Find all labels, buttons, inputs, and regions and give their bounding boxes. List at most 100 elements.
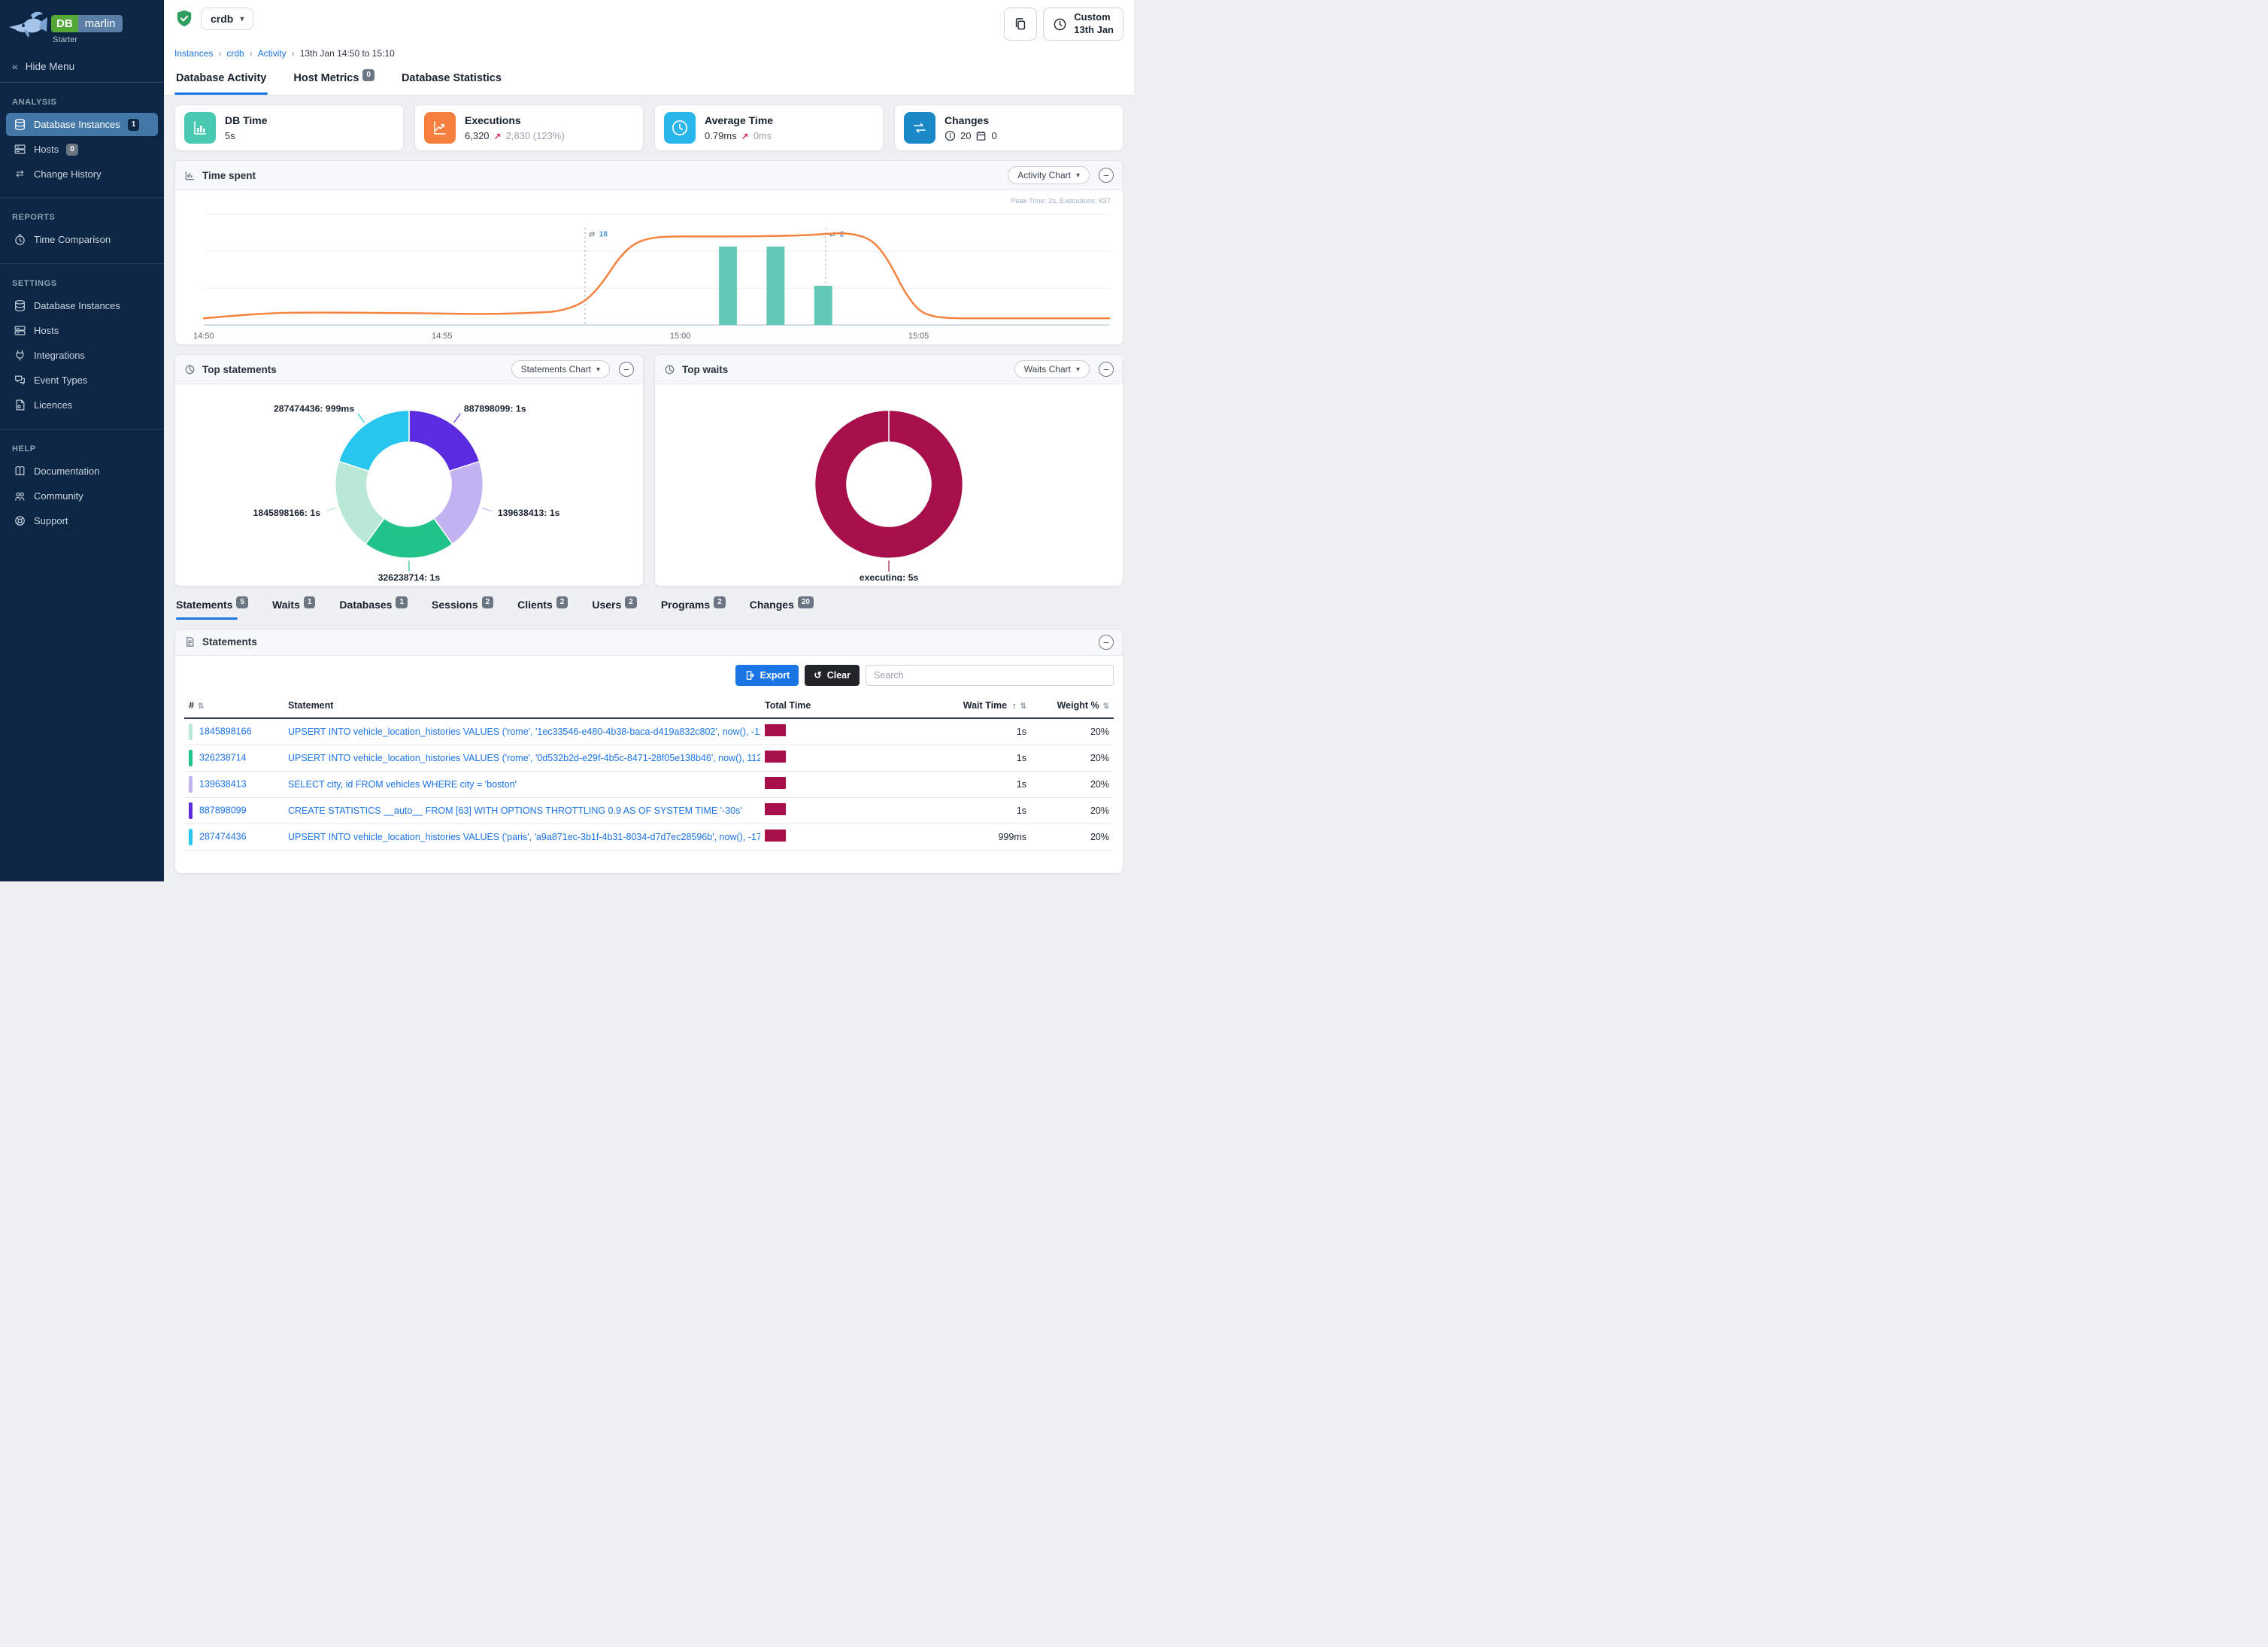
breadcrumb-current: 13th Jan 14:50 to 15:10 [299, 48, 395, 59]
top-statements-donut[interactable]: 887898099: 1s 139638413: 1s 326238714: 1s 1… [180, 387, 638, 581]
copy-link-button[interactable] [1004, 8, 1038, 41]
statements-table-body: 1845898166 UPSERT INTO vehicle_location_h… [184, 717, 1114, 851]
statement-color-chip [189, 775, 193, 793]
weight-value: 20% [1031, 824, 1114, 851]
collapse-sidebar-icon: « [12, 60, 18, 72]
column-header-total-time[interactable]: Total Time [760, 693, 873, 719]
average-time-value: 0.79ms [705, 130, 737, 141]
collapse-top-statements-button[interactable]: − [619, 362, 634, 378]
statement-link[interactable]: SELECT city, id FROM vehicles WHERE city… [288, 778, 517, 790]
collapse-time-spent-button[interactable]: − [1099, 168, 1114, 183]
detail-tab-statements[interactable]: Statements 5 [176, 596, 249, 620]
sort-asc-icon: ↑ [1012, 701, 1017, 711]
chevron-down-icon: ▾ [1075, 365, 1080, 374]
statement-color-chip [189, 749, 193, 766]
donut-label: 287474436: 999ms [274, 403, 354, 414]
card-db-time: DB Time 5s [174, 105, 404, 151]
detail-tab-waits[interactable]: Waits 1 [272, 596, 316, 620]
statement-id-link[interactable]: 139638413 [199, 778, 247, 790]
marlin-fish-icon [8, 9, 48, 44]
app-logo: DB marlin Starter [0, 0, 164, 50]
donut-label: executing: 5s [860, 572, 919, 581]
sidebar-item-support[interactable]: Support [6, 509, 158, 532]
statement-link[interactable]: UPSERT INTO vehicle_location_histories V… [288, 831, 760, 842]
count-badge: 0 [66, 143, 78, 156]
statement-link[interactable]: UPSERT INTO vehicle_location_histories V… [288, 726, 760, 737]
sidebar-section-help: HELP Documentation Community Support [0, 429, 164, 534]
svg-text:15:00: 15:00 [670, 332, 690, 341]
collapse-top-waits-button[interactable]: − [1099, 362, 1114, 378]
waits-chart-dropdown[interactable]: Waits Chart ▾ [1014, 360, 1090, 379]
detail-tab-databases[interactable]: Databases 1 [339, 596, 408, 620]
changes-event-count: 0 [991, 130, 997, 141]
sidebar-item-documentation[interactable]: Documentation [6, 460, 158, 483]
statement-id-link[interactable]: 1845898166 [199, 726, 252, 737]
statement-link[interactable]: CREATE STATISTICS __auto__ FROM [63] WIT… [288, 805, 742, 816]
weight-value: 20% [1031, 745, 1114, 772]
instance-selector[interactable]: crdb ▾ [201, 8, 254, 30]
wait-time-value: 999ms [873, 824, 1031, 851]
top-waits-donut[interactable]: executing: 5s [659, 387, 1118, 581]
pie-chart-icon [664, 364, 675, 375]
sidebar-item-time-comparison[interactable]: Time Comparison [6, 228, 158, 251]
main-tabs: Database Activity Host Metrics 0 Database… [174, 60, 1123, 95]
sidebar-item-hosts-settings[interactable]: Hosts [6, 319, 158, 342]
breadcrumb-activity[interactable]: Activity [257, 48, 287, 59]
donut-slice[interactable] [814, 409, 964, 559]
clock-icon [1053, 17, 1067, 32]
breadcrumb-crdb[interactable]: crdb [226, 48, 244, 59]
line-chart-icon [424, 112, 456, 144]
change-history-icon: ⇄ [16, 168, 24, 179]
statement-row: 326238714 UPSERT INTO vehicle_location_hi… [184, 745, 1114, 772]
tab-host-metrics[interactable]: Host Metrics 0 [292, 69, 376, 95]
sidebar-item-database-instances[interactable]: Database Instances 1 [6, 113, 158, 136]
copy-icon [1013, 17, 1028, 32]
detail-tab-users[interactable]: Users 2 [592, 596, 637, 620]
clear-reset-icon: ↺ [814, 670, 822, 681]
chart-icon [184, 170, 196, 181]
column-header-statement[interactable]: Statement [284, 693, 760, 719]
statement-id-link[interactable]: 887898099 [199, 805, 247, 816]
statement-id-link[interactable]: 326238714 [199, 752, 247, 763]
export-button[interactable]: Export [735, 664, 799, 686]
time-range-button[interactable]: Custom 13th Jan [1043, 8, 1123, 41]
weight-value: 20% [1031, 717, 1114, 745]
detail-tab-changes[interactable]: Changes 20 [750, 596, 814, 620]
calendar-icon [975, 130, 987, 141]
sidebar-item-community[interactable]: Community [6, 484, 158, 508]
tab-database-statistics[interactable]: Database Statistics [401, 72, 502, 84]
card-average-time: Average Time 0.79ms ↗ 0ms [654, 105, 884, 151]
search-input[interactable] [866, 664, 1114, 686]
statements-chart-dropdown[interactable]: Statements Chart ▾ [511, 360, 610, 379]
sidebar-section-analysis: ANALYSIS Database Instances 1 Hosts 0 ⇄ … [0, 83, 164, 187]
breadcrumb-instances[interactable]: Instances [174, 48, 214, 59]
detail-tab-clients[interactable]: Clients 2 [517, 596, 569, 620]
statement-link[interactable]: UPSERT INTO vehicle_location_histories V… [288, 752, 760, 763]
tab-badge: 5 [236, 596, 249, 608]
detail-tab-sessions[interactable]: Sessions 2 [432, 596, 494, 620]
sidebar-item-event-types[interactable]: Event Types [6, 369, 158, 392]
hide-menu-button[interactable]: « Hide Menu [0, 50, 164, 83]
column-header-wait-time[interactable]: Wait Time ↑ ⇅ [873, 693, 1031, 719]
sidebar-item-database-instances-settings[interactable]: Database Instances [6, 294, 158, 317]
detail-tab-programs[interactable]: Programs 2 [661, 596, 726, 620]
collapse-statements-button[interactable]: − [1099, 634, 1114, 650]
sidebar-item-integrations[interactable]: Integrations [6, 344, 158, 367]
statement-id-link[interactable]: 287474436 [199, 831, 247, 842]
people-icon [14, 490, 26, 502]
column-header-weight-[interactable]: Weight % ⇅ [1031, 693, 1114, 719]
activity-chart-dropdown[interactable]: Activity Chart ▾ [1008, 166, 1090, 184]
clear-button[interactable]: ↺ Clear [805, 664, 860, 686]
sidebar-item-hosts[interactable]: Hosts 0 [6, 138, 158, 161]
donut-slice[interactable] [408, 409, 481, 472]
statement-color-chip [189, 802, 193, 819]
tab-badge: 2 [625, 596, 637, 608]
sidebar-item-licences[interactable]: Licences [6, 393, 158, 417]
column-header--[interactable]: # ⇅ [184, 693, 284, 719]
wait-time-value: 1s [873, 797, 1031, 824]
top-waits-panel: Top waits Waits Chart ▾ − executing: 5s [654, 354, 1123, 587]
tab-database-activity[interactable]: Database Activity [174, 69, 268, 95]
sidebar-item-change-history[interactable]: ⇄ Change History [6, 162, 158, 185]
time-spent-chart[interactable]: 14:50 14:55 15:00 15:05 ⇄ 18 ⇄ 2 [181, 195, 1117, 344]
donut-slice[interactable] [338, 409, 410, 472]
